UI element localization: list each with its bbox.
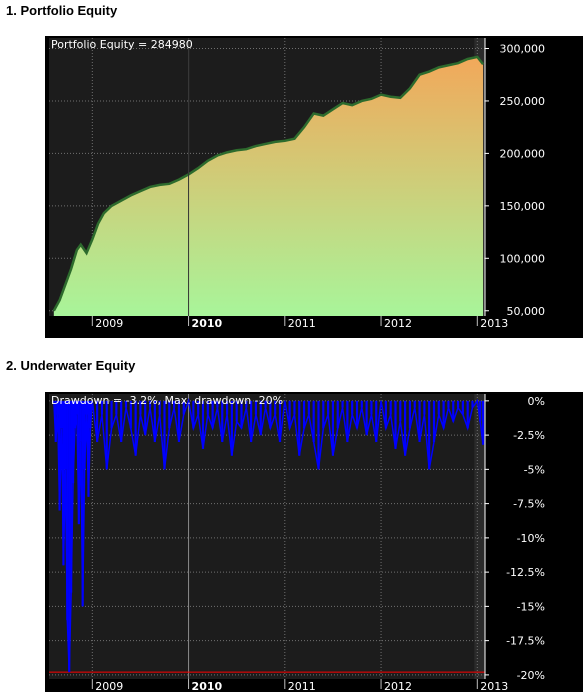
underwater-chart-panel: 0% -2.5% -5% -7.5% -10% -12.5% -15% -17.5% -20% 2… (45, 392, 583, 692)
x-tick-label: 2009 (95, 680, 123, 692)
equity-section-title: 1. Portfolio Equity (6, 3, 118, 18)
x-tick-label: 2013 (480, 317, 508, 330)
y-tick-label: -5% (524, 463, 545, 476)
y-tick-label: 300,000 (500, 42, 546, 55)
x-tick-label: 2012 (384, 680, 412, 692)
equity-chart: 300,000 250,000 200,000 150,000 100,000 50,00… (49, 38, 546, 330)
equity-line (52, 55, 485, 312)
y-tick-label: -10% (517, 532, 545, 545)
x-tick-label: 2010 (192, 317, 223, 330)
equity-area (53, 56, 484, 316)
chart-info-label: Portfolio Equity = 284980 (51, 38, 193, 51)
y-tick-label: -2.5% (513, 429, 545, 442)
y-tick-label: 0% (528, 395, 545, 408)
plot-band (474, 394, 485, 679)
x-tick-label: 2012 (384, 317, 412, 330)
x-tick-label: 2011 (288, 680, 316, 692)
y-tick-label: 250,000 (500, 95, 546, 108)
drawdown-line (53, 397, 484, 673)
x-tick-label: 2009 (95, 317, 123, 330)
y-tick-label: 100,000 (500, 252, 546, 265)
underwater-section-title: 2. Underwater Equity (6, 358, 136, 373)
underwater-chart: 0% -2.5% -5% -7.5% -10% -12.5% -15% -17.5% -20% 2… (49, 394, 545, 692)
y-tick-label: 50,000 (507, 305, 546, 318)
y-tick-label: -17.5% (506, 635, 545, 648)
x-tick-label: 2011 (288, 317, 316, 330)
y-tick-label: -20% (517, 669, 545, 682)
equity-chart-panel: 300,000 250,000 200,000 150,000 100,000 50,00… (45, 36, 583, 338)
y-tick-label: 200,000 (500, 147, 546, 160)
y-tick-label: -7.5% (513, 498, 545, 511)
chart-info-label: Drawdown = -3.2%, Max. drawdown -20% (51, 394, 283, 407)
y-tick-label: -12.5% (506, 566, 545, 579)
x-tick-label: 2010 (192, 680, 223, 692)
y-tick-label: -15% (517, 600, 545, 613)
y-tick-label: 150,000 (500, 200, 546, 213)
x-tick-label: 2013 (480, 680, 508, 692)
